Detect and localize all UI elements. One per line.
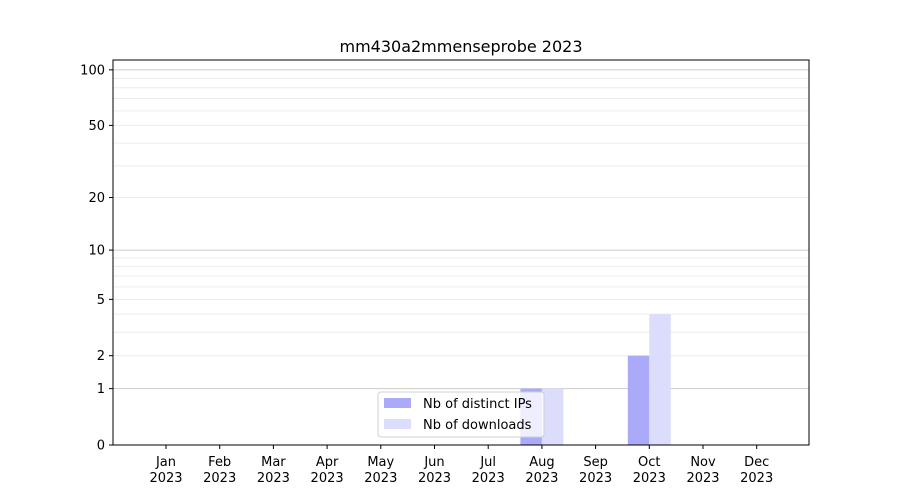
y-tick-label: 50 xyxy=(88,119,105,134)
legend-label: Nb of downloads xyxy=(423,418,532,433)
y-tick-label: 5 xyxy=(97,293,105,308)
x-tick-label: Dec 2023 xyxy=(740,455,773,486)
x-tick-label: May 2023 xyxy=(364,455,397,486)
x-tick-label: Jul 2023 xyxy=(472,455,505,486)
x-tick-label: Nov 2023 xyxy=(686,455,719,486)
x-tick-label: Sep 2023 xyxy=(579,455,612,486)
y-tick-label: 1 xyxy=(97,382,105,397)
legend: Nb of distinct IPs Nb of downloads xyxy=(377,391,545,438)
y-tick-label: 20 xyxy=(88,191,105,206)
x-tick-label: Jun 2023 xyxy=(418,455,451,486)
legend-box xyxy=(377,391,545,438)
y-tick-label: 100 xyxy=(80,63,105,78)
chart-title: mm430a2mmenseprobe 2023 xyxy=(339,37,582,56)
bar-downloads xyxy=(649,314,671,445)
x-tick-label: Apr 2023 xyxy=(311,455,344,486)
bar-distinct-ips xyxy=(627,355,650,445)
x-tick-label: Mar 2023 xyxy=(257,455,290,486)
x-tick-label: Jan 2023 xyxy=(149,455,182,486)
legend-swatch xyxy=(384,398,411,408)
y-tick-label: 10 xyxy=(88,244,105,259)
bar-downloads xyxy=(541,388,564,445)
y-tick-label: 2 xyxy=(97,349,105,364)
legend-swatch xyxy=(384,419,411,429)
legend-label: Nb of distinct IPs xyxy=(423,397,532,412)
y-tick-label: 0 xyxy=(97,439,105,454)
x-tick-label: Oct 2023 xyxy=(633,455,666,486)
x-tick-label: Aug 2023 xyxy=(525,455,558,486)
x-tick-label: Feb 2023 xyxy=(203,455,236,486)
plot-frame xyxy=(112,59,810,446)
